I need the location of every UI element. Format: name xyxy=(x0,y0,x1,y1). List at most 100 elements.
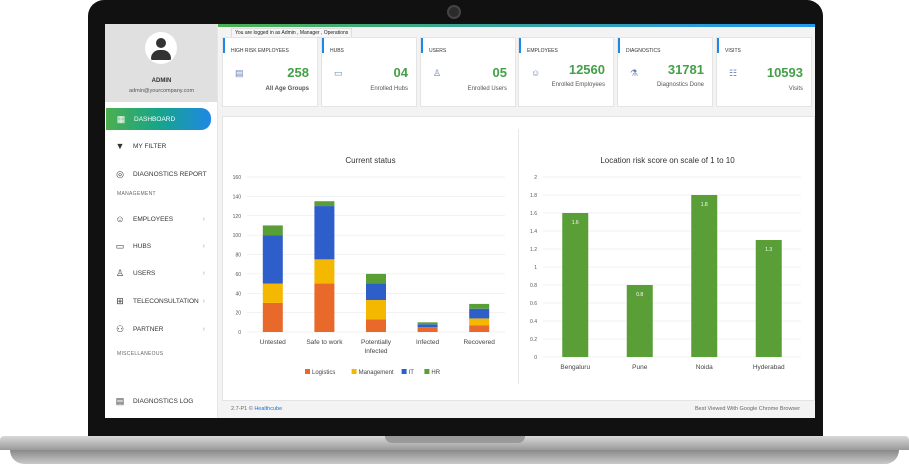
sidebar-item-label: TELECONSULTATION xyxy=(133,297,199,305)
sidebar-item-teleconsultation[interactable]: ⊞ TELECONSULTATION › xyxy=(105,290,215,312)
bar xyxy=(626,285,653,357)
stat-card-employees[interactable]: EMPLOYEES ☺ 12560 Enrolled Employees xyxy=(518,37,614,107)
x-tick-label: Bengaluru xyxy=(560,364,590,371)
sidebar-item-label: EMPLOYEES xyxy=(133,215,174,223)
y-tick-label: 1.2 xyxy=(530,247,537,253)
bar-segment xyxy=(417,327,438,332)
y-tick-label: 0.4 xyxy=(530,319,537,325)
x-tick-label: Hyderabad xyxy=(753,364,785,371)
card-title: HIGH RISK EMPLOYEES xyxy=(231,48,289,54)
card-subtitle: All Age Groups xyxy=(265,86,309,92)
bar-segment xyxy=(262,283,283,303)
card-subtitle: Enrolled Users xyxy=(467,86,507,92)
sidebar-item-diagnostics-log[interactable]: ▤ DIAGNOSTICS LOG xyxy=(105,390,215,412)
teleconsultation-icon: ⊞ xyxy=(116,295,124,306)
microscope-icon: ⚗ xyxy=(630,68,639,78)
dashboard-icon: ▦ xyxy=(116,113,126,124)
stat-card-visits[interactable]: VISITS ☷ 10593 Visits xyxy=(716,37,812,107)
sidebar: ADMIN admin@yourcompany.com ▦ DASHBOARD … xyxy=(105,24,218,418)
card-value: 10593 xyxy=(766,65,803,80)
footer-version-text: 2.7-P1 © xyxy=(231,406,253,412)
y-tick-label: 60 xyxy=(235,272,241,278)
chart-title-current-status: Current status xyxy=(345,156,396,165)
sidebar-item-my-filter[interactable]: ▼ MY FILTER xyxy=(105,135,215,157)
chart-title-location-risk: Location risk score on scale of 1 to 10 xyxy=(600,156,735,165)
x-tick-label: Infected xyxy=(416,339,440,346)
bar-segment xyxy=(366,300,386,320)
footer-version: 2.7-P1 © Healthcube xyxy=(231,406,282,412)
y-tick-label: 80 xyxy=(235,253,241,259)
stat-card-hubs[interactable]: HUBS ▭ 04 Enrolled Hubs xyxy=(321,37,417,107)
footer-brand-link[interactable]: Healthcube xyxy=(254,406,283,412)
data-label: 1.3 xyxy=(765,247,772,253)
sidebar-item-label: DASHBOARD xyxy=(134,115,176,123)
sidebar-item-employees[interactable]: ☺ EMPLOYEES › xyxy=(105,208,215,230)
bar-segment xyxy=(366,319,386,332)
chevron-right-icon: › xyxy=(202,325,205,333)
x-tick-label: Safe to work xyxy=(306,339,343,346)
profile-panel: ADMIN admin@yourcompany.com xyxy=(105,24,217,102)
sidebar-item-hubs[interactable]: ▭ HUBS › xyxy=(105,235,215,257)
x-tick-label: Recovered xyxy=(463,339,495,346)
card-value: 12560 xyxy=(568,62,605,77)
bar-segment xyxy=(469,303,490,309)
y-tick-label: 160 xyxy=(233,175,242,181)
card-value: 31781 xyxy=(667,62,704,77)
sidebar-item-label: USERS xyxy=(133,269,156,277)
stat-card-users[interactable]: USERS ♙ 05 Enrolled Users xyxy=(420,37,516,107)
sidebar-item-label: DIAGNOSTICS LOG xyxy=(133,397,194,405)
sidebar-item-dashboard[interactable]: ▦ DASHBOARD xyxy=(106,108,211,130)
sidebar-item-users[interactable]: ♙ USERS › xyxy=(105,262,215,284)
sidebar-item-label: PARTNER xyxy=(133,325,164,333)
y-tick-label: 120 xyxy=(233,214,242,220)
users-icon: ♙ xyxy=(115,267,125,278)
data-label: 1.6 xyxy=(572,220,579,226)
chevron-right-icon: › xyxy=(202,269,205,277)
legend-swatch xyxy=(351,369,357,374)
card-subtitle: Enrolled Employees xyxy=(551,82,605,88)
hubs-icon: ▭ xyxy=(115,240,125,251)
bar-segment xyxy=(314,201,335,207)
bar xyxy=(691,195,718,357)
bar-segment xyxy=(262,302,283,332)
avatar[interactable] xyxy=(145,32,177,64)
card-value: 04 xyxy=(393,65,408,80)
y-tick-label: 100 xyxy=(233,233,242,239)
filter-icon: ▼ xyxy=(115,141,125,151)
bar-segment xyxy=(469,308,490,319)
laptop-base xyxy=(0,436,909,468)
stat-card-diagnostics[interactable]: DIAGNOSTICS ⚗ 31781 Diagnostics Done xyxy=(617,37,713,107)
y-tick-label: 0.6 xyxy=(530,301,537,307)
legend-label: HR xyxy=(431,370,440,376)
doctor-icon: ☺ xyxy=(531,68,541,78)
sidebar-item-partner[interactable]: ⚇ PARTNER › xyxy=(105,318,215,340)
bar-segment xyxy=(469,325,490,332)
x-tick-label: Potentially xyxy=(361,339,392,346)
x-tick-label: Noida xyxy=(696,364,713,371)
card-subtitle: Visits xyxy=(788,86,803,92)
x-tick-label: Infected xyxy=(364,348,388,355)
employees-icon: ☺ xyxy=(115,214,125,224)
y-tick-label: 140 xyxy=(233,194,242,200)
legend-label: Logistics xyxy=(312,370,335,376)
bar-segment xyxy=(366,283,386,301)
sidebar-item-diagnostics-report[interactable]: ◎ DIAGNOSTICS REPORT xyxy=(105,163,215,185)
card-value: 258 xyxy=(287,65,309,80)
y-tick-label: 0 xyxy=(534,355,537,361)
x-tick-label: Pune xyxy=(632,364,648,371)
bar-segment xyxy=(314,283,335,332)
y-tick-label: 1 xyxy=(534,265,537,271)
bar-segment xyxy=(469,318,490,326)
camera-icon xyxy=(447,5,461,19)
fingerprint-icon: ◎ xyxy=(116,168,124,179)
y-tick-label: 2 xyxy=(534,175,537,181)
bar-segment xyxy=(314,259,335,284)
stat-card-high-risk-employees[interactable]: HIGH RISK EMPLOYEES ▤ 258 All Age Groups xyxy=(222,37,318,107)
legend-label: IT xyxy=(409,370,415,376)
y-tick-label: 20 xyxy=(235,311,241,317)
card-subtitle: Enrolled Hubs xyxy=(370,86,408,92)
sidebar-item-label: MY FILTER xyxy=(133,142,167,150)
bar-segment xyxy=(262,235,283,284)
y-tick-label: 1.8 xyxy=(530,193,537,199)
y-tick-label: 0 xyxy=(238,330,241,336)
